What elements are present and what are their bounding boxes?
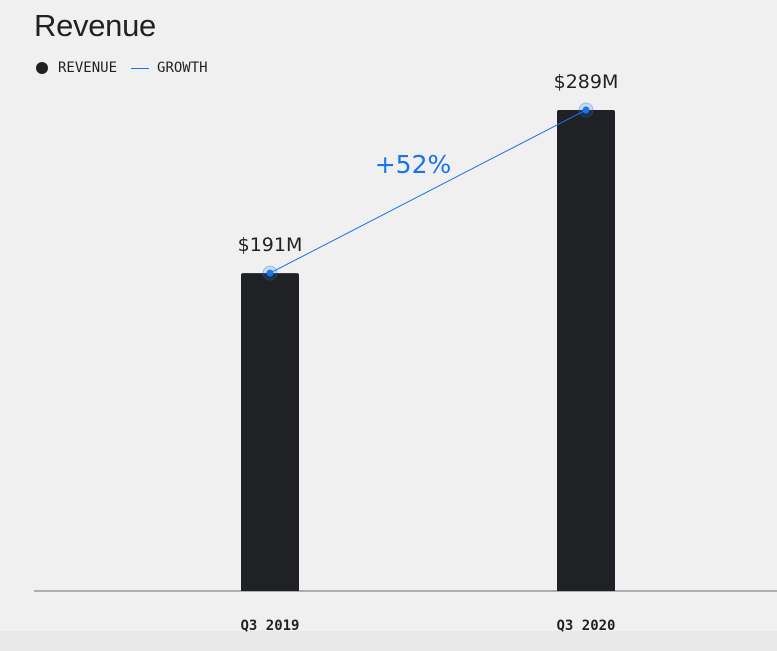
x-tick-label-2: Q3 2020 [556, 618, 615, 634]
growth-line [269, 109, 587, 274]
value-label-2: $289M [554, 71, 619, 93]
chart-title: Revenue [34, 8, 156, 43]
growth-marker-1 [266, 269, 274, 277]
legend-label-revenue: REVENUE [58, 60, 118, 76]
x-tick-label-1: Q3 2019 [240, 618, 299, 634]
bar-2 [557, 110, 615, 591]
growth-label: +52% [375, 150, 452, 179]
bottom-band [0, 631, 777, 651]
bar-1 [241, 273, 299, 591]
legend-label-growth: GROWTH [157, 60, 208, 76]
growth-marker-2 [582, 106, 590, 114]
legend: REVENUE GROWTH [36, 58, 208, 78]
value-label-1: $191M [238, 234, 303, 256]
revenue-legend-dot-icon [36, 62, 48, 74]
growth-legend-line-icon [131, 67, 150, 69]
